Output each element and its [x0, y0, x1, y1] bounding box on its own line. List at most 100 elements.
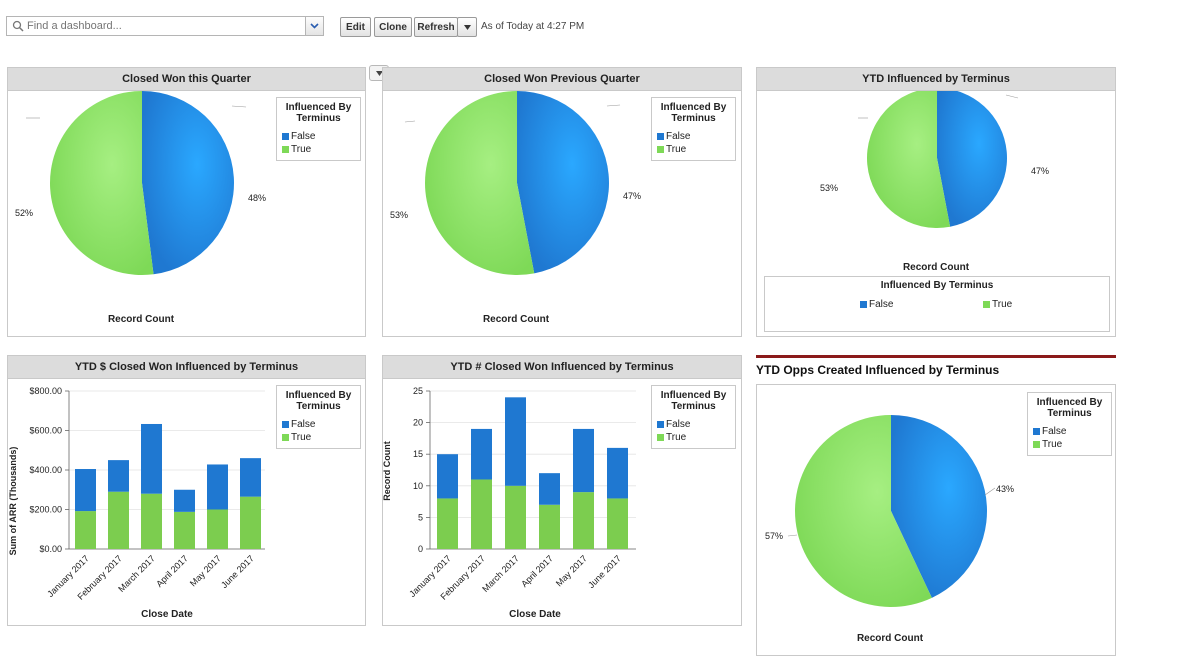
- pie-slice-true[interactable]: [795, 415, 932, 607]
- legend-item-true: True: [1033, 439, 1062, 450]
- legend: Influenced By Terminus False True: [764, 276, 1110, 332]
- false-percent-label: 47%: [1031, 166, 1050, 176]
- x-tick-label: June 2017: [219, 553, 256, 590]
- bar-chart: $0.00$200.00$400.00$600.00$800.00January…: [29, 386, 265, 602]
- bar-false[interactable]: [207, 464, 228, 510]
- legend-item-true: True: [657, 432, 686, 443]
- label-leader-line: [984, 487, 996, 496]
- bar-true[interactable]: [75, 511, 96, 549]
- bar-true[interactable]: [437, 498, 458, 549]
- bar-true[interactable]: [141, 493, 162, 549]
- x-axis-label: Close Date: [509, 609, 561, 620]
- y-axis-label: Record Count: [382, 441, 392, 501]
- true-percent-label: 53%: [820, 183, 839, 193]
- y-tick-label: $600.00: [29, 426, 62, 436]
- pie-slice-true[interactable]: [425, 91, 535, 275]
- bar-false[interactable]: [607, 447, 628, 499]
- legend-item-false: False: [282, 419, 315, 430]
- legend-title: Influenced By Terminus: [285, 390, 352, 412]
- legend-title: Influenced By Terminus: [660, 102, 727, 124]
- legend: Influenced By Terminus False True: [1027, 392, 1112, 456]
- bar-false[interactable]: [539, 473, 560, 505]
- pie-slice-false[interactable]: [142, 91, 235, 275]
- bar-true[interactable]: [240, 496, 261, 549]
- label-leader-line: [1005, 94, 1019, 99]
- pie-slice-false[interactable]: [937, 91, 1007, 227]
- label-leader-line: [606, 104, 621, 107]
- refresh-options-button[interactable]: [457, 17, 477, 37]
- x-tick-label: June 2017: [586, 553, 623, 590]
- bar-true[interactable]: [573, 492, 594, 549]
- bar-false[interactable]: [108, 460, 129, 492]
- pie-slice-true[interactable]: [50, 91, 154, 275]
- y-axis-label: Sum of ARR (Thousands): [8, 446, 18, 556]
- search-dropdown-button[interactable]: [305, 17, 323, 35]
- y-tick-label: 10: [413, 481, 423, 491]
- pie-chart: [404, 91, 621, 275]
- dashboard-search[interactable]: [6, 16, 324, 36]
- axis-label: Record Count: [482, 314, 550, 325]
- panel-title: Closed Won Previous Quarter: [383, 68, 741, 91]
- x-axis-label: Close Date: [141, 609, 193, 620]
- legend: Influenced By Terminus False True: [276, 385, 361, 449]
- false-percent-label: 47%: [623, 191, 642, 201]
- legend-item-true: True: [657, 144, 686, 155]
- pie-chart: [858, 91, 1019, 228]
- legend-title: Influenced By Terminus: [1036, 397, 1103, 419]
- bar-false[interactable]: [437, 454, 458, 499]
- x-tick-label: May 2017: [188, 553, 223, 588]
- panel-title: YTD Influenced by Terminus: [757, 68, 1115, 91]
- chevron-down-icon: [310, 23, 319, 29]
- panel-closed-won-previous-quarter: Closed Won Previous Quarter 47% 53% Reco…: [382, 67, 742, 337]
- x-tick-label: March 2017: [480, 553, 521, 594]
- edit-button[interactable]: Edit: [340, 17, 371, 37]
- bar-false[interactable]: [174, 489, 195, 512]
- bar-false[interactable]: [75, 469, 96, 512]
- bar-false[interactable]: [471, 428, 492, 480]
- bar-true[interactable]: [607, 498, 628, 549]
- x-tick-label: April 2017: [154, 553, 190, 589]
- pie-slice-false[interactable]: [517, 91, 609, 274]
- bar-true[interactable]: [207, 509, 228, 550]
- legend: Influenced By Terminus False True: [651, 97, 736, 161]
- axis-label: Record Count: [856, 633, 924, 644]
- false-percent-label: 48%: [248, 193, 267, 203]
- caret-down-icon: [376, 71, 383, 76]
- y-tick-label: 5: [418, 512, 423, 522]
- y-tick-label: $800.00: [29, 386, 62, 396]
- bar-true[interactable]: [539, 504, 560, 549]
- bar-false[interactable]: [505, 397, 526, 486]
- bar-false[interactable]: [573, 428, 594, 493]
- bar-false[interactable]: [240, 458, 261, 497]
- refresh-button[interactable]: Refresh: [414, 17, 458, 37]
- legend-title: Influenced By Terminus: [880, 280, 994, 291]
- legend-title: Influenced By Terminus: [285, 102, 352, 124]
- y-tick-label: 15: [413, 449, 423, 459]
- bar-false[interactable]: [141, 423, 162, 494]
- legend-item-false: False: [657, 419, 690, 430]
- clone-button[interactable]: Clone: [374, 17, 412, 37]
- legend-item-true: True: [282, 432, 311, 443]
- search-input[interactable]: [27, 18, 297, 34]
- legend: Influenced By Terminus False True: [276, 97, 361, 161]
- false-percent-label: 43%: [996, 484, 1015, 494]
- y-tick-label: $0.00: [39, 544, 62, 554]
- panel-ytd-count-closed-won: YTD # Closed Won Influenced by Terminus …: [382, 355, 742, 626]
- legend-item-false: False: [1033, 426, 1066, 437]
- pie-slice-true[interactable]: [867, 91, 951, 228]
- x-tick-label: May 2017: [554, 553, 589, 588]
- pie-chart: [26, 91, 247, 275]
- panel-title: YTD # Closed Won Influenced by Terminus: [383, 356, 741, 379]
- axis-label: Record Count: [902, 262, 970, 273]
- label-leader-line: [404, 120, 416, 123]
- bar-true[interactable]: [505, 485, 526, 549]
- true-percent-label: 52%: [15, 208, 34, 218]
- bar-true[interactable]: [174, 511, 195, 549]
- y-tick-label: $400.00: [29, 465, 62, 475]
- true-percent-label: 57%: [765, 531, 784, 541]
- axis-label: Record Count: [107, 314, 175, 325]
- bar-true[interactable]: [108, 491, 129, 549]
- pie-slice-false[interactable]: [891, 415, 987, 598]
- true-percent-label: 53%: [390, 210, 409, 220]
- bar-true[interactable]: [471, 479, 492, 549]
